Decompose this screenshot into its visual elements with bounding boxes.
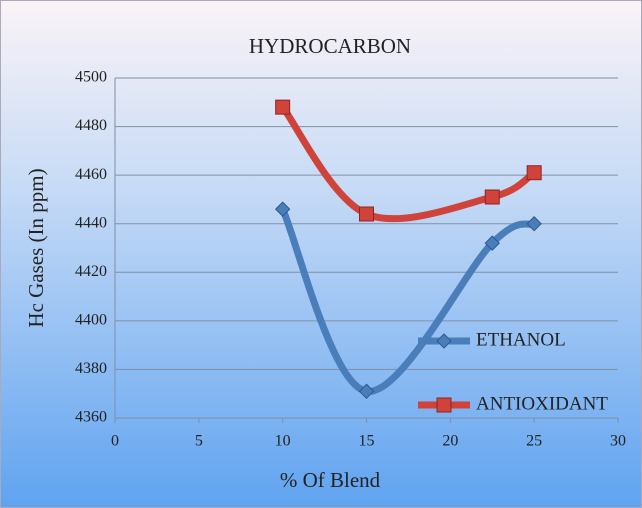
y-tick-label: 4440 — [75, 214, 107, 231]
legend-label: ANTIOXIDANT — [476, 393, 608, 414]
x-tick-label: 0 — [111, 433, 119, 450]
y-tick-label: 4460 — [75, 166, 107, 183]
x-tick-label: 25 — [526, 433, 542, 450]
data-point — [484, 235, 500, 251]
y-tick-label: 4500 — [75, 69, 107, 86]
x-tick-label: 20 — [442, 433, 458, 450]
x-tick-label: 15 — [359, 433, 375, 450]
data-point — [274, 201, 291, 217]
y-tick-label: 4360 — [75, 409, 107, 426]
data-point — [275, 99, 291, 115]
chart-title: HYDROCARBON — [249, 34, 411, 58]
x-tick-label: 30 — [610, 433, 626, 450]
data-point — [526, 165, 542, 181]
series-line — [279, 103, 538, 223]
y-tick-label: 4380 — [75, 360, 107, 377]
legend-marker — [436, 397, 452, 413]
y-axis-label: Hc Gases (In ppm) — [24, 168, 48, 327]
legend-marker — [436, 333, 452, 349]
x-axis-label: % Of Blend — [280, 468, 381, 492]
y-tick-label: 4480 — [75, 117, 107, 134]
data-point — [358, 383, 375, 399]
y-tick-label: 4400 — [75, 312, 107, 329]
series-line — [279, 205, 538, 395]
data-point — [359, 206, 374, 222]
y-tick-label: 4420 — [75, 263, 107, 280]
data-point — [484, 189, 500, 205]
legend-label: ETHANOL — [476, 329, 566, 350]
x-tick-label: 5 — [195, 433, 203, 450]
data-point — [526, 216, 542, 232]
x-tick-label: 10 — [275, 433, 291, 450]
